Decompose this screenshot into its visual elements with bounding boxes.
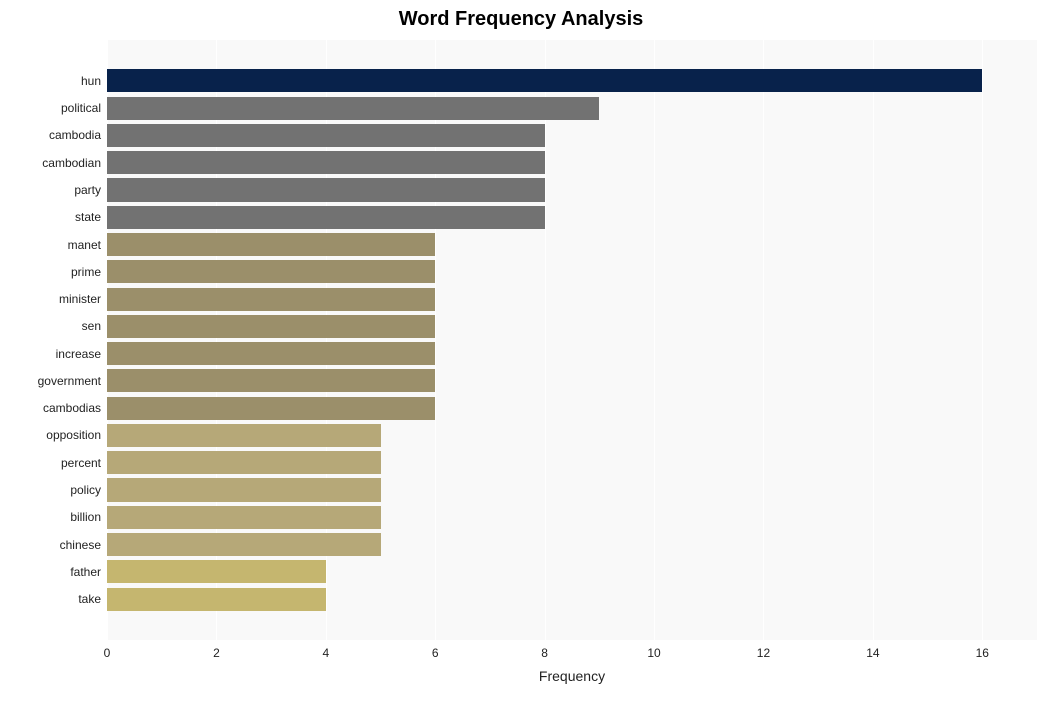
word-frequency-chart: Word Frequency Analysis Frequency 0 2 4 6 8 1…: [0, 0, 1042, 701]
bar: [107, 69, 982, 92]
x-tick-label: 2: [213, 646, 220, 660]
bar: [107, 151, 545, 174]
bar: [107, 478, 381, 501]
y-tick-label: sen: [82, 319, 101, 333]
y-tick-label: prime: [71, 265, 101, 279]
x-gridline: [763, 40, 764, 640]
bar: [107, 506, 381, 529]
y-tick-label: chinese: [60, 538, 101, 552]
y-tick-label: cambodia: [49, 128, 101, 142]
x-gridline: [545, 40, 546, 640]
bar: [107, 451, 381, 474]
bar: [107, 260, 435, 283]
x-tick-label: 12: [757, 646, 770, 660]
y-tick-label: opposition: [46, 428, 101, 442]
x-tick-label: 16: [976, 646, 989, 660]
x-axis-label: Frequency: [107, 668, 1037, 684]
x-tick-label: 6: [432, 646, 439, 660]
y-tick-label: percent: [61, 456, 101, 470]
y-tick-label: minister: [59, 292, 101, 306]
y-tick-label: government: [38, 374, 101, 388]
bar: [107, 206, 545, 229]
y-tick-label: cambodian: [42, 156, 101, 170]
bar: [107, 342, 435, 365]
x-gridline: [982, 40, 983, 640]
bar: [107, 315, 435, 338]
y-tick-label: policy: [70, 483, 101, 497]
y-tick-label: increase: [56, 347, 101, 361]
y-tick-label: state: [75, 210, 101, 224]
bar: [107, 369, 435, 392]
y-tick-label: manet: [68, 238, 101, 252]
bar: [107, 397, 435, 420]
bar: [107, 233, 435, 256]
y-tick-label: party: [74, 183, 101, 197]
chart-title: Word Frequency Analysis: [0, 8, 1042, 31]
bar: [107, 97, 599, 120]
bar: [107, 288, 435, 311]
bar: [107, 124, 545, 147]
y-tick-label: cambodias: [43, 401, 101, 415]
plot-area: [107, 40, 1037, 640]
bar: [107, 424, 381, 447]
x-gridline: [654, 40, 655, 640]
x-tick-label: 10: [647, 646, 660, 660]
y-tick-label: take: [78, 592, 101, 606]
x-tick-label: 0: [104, 646, 111, 660]
x-gridline: [873, 40, 874, 640]
y-tick-label: political: [61, 101, 101, 115]
y-tick-label: hun: [81, 74, 101, 88]
x-tick-label: 8: [541, 646, 548, 660]
y-tick-label: father: [70, 565, 101, 579]
x-tick-label: 4: [322, 646, 329, 660]
bar: [107, 588, 326, 611]
y-tick-label: billion: [70, 510, 101, 524]
bar: [107, 178, 545, 201]
x-tick-label: 14: [866, 646, 879, 660]
bar: [107, 560, 326, 583]
bar: [107, 533, 381, 556]
